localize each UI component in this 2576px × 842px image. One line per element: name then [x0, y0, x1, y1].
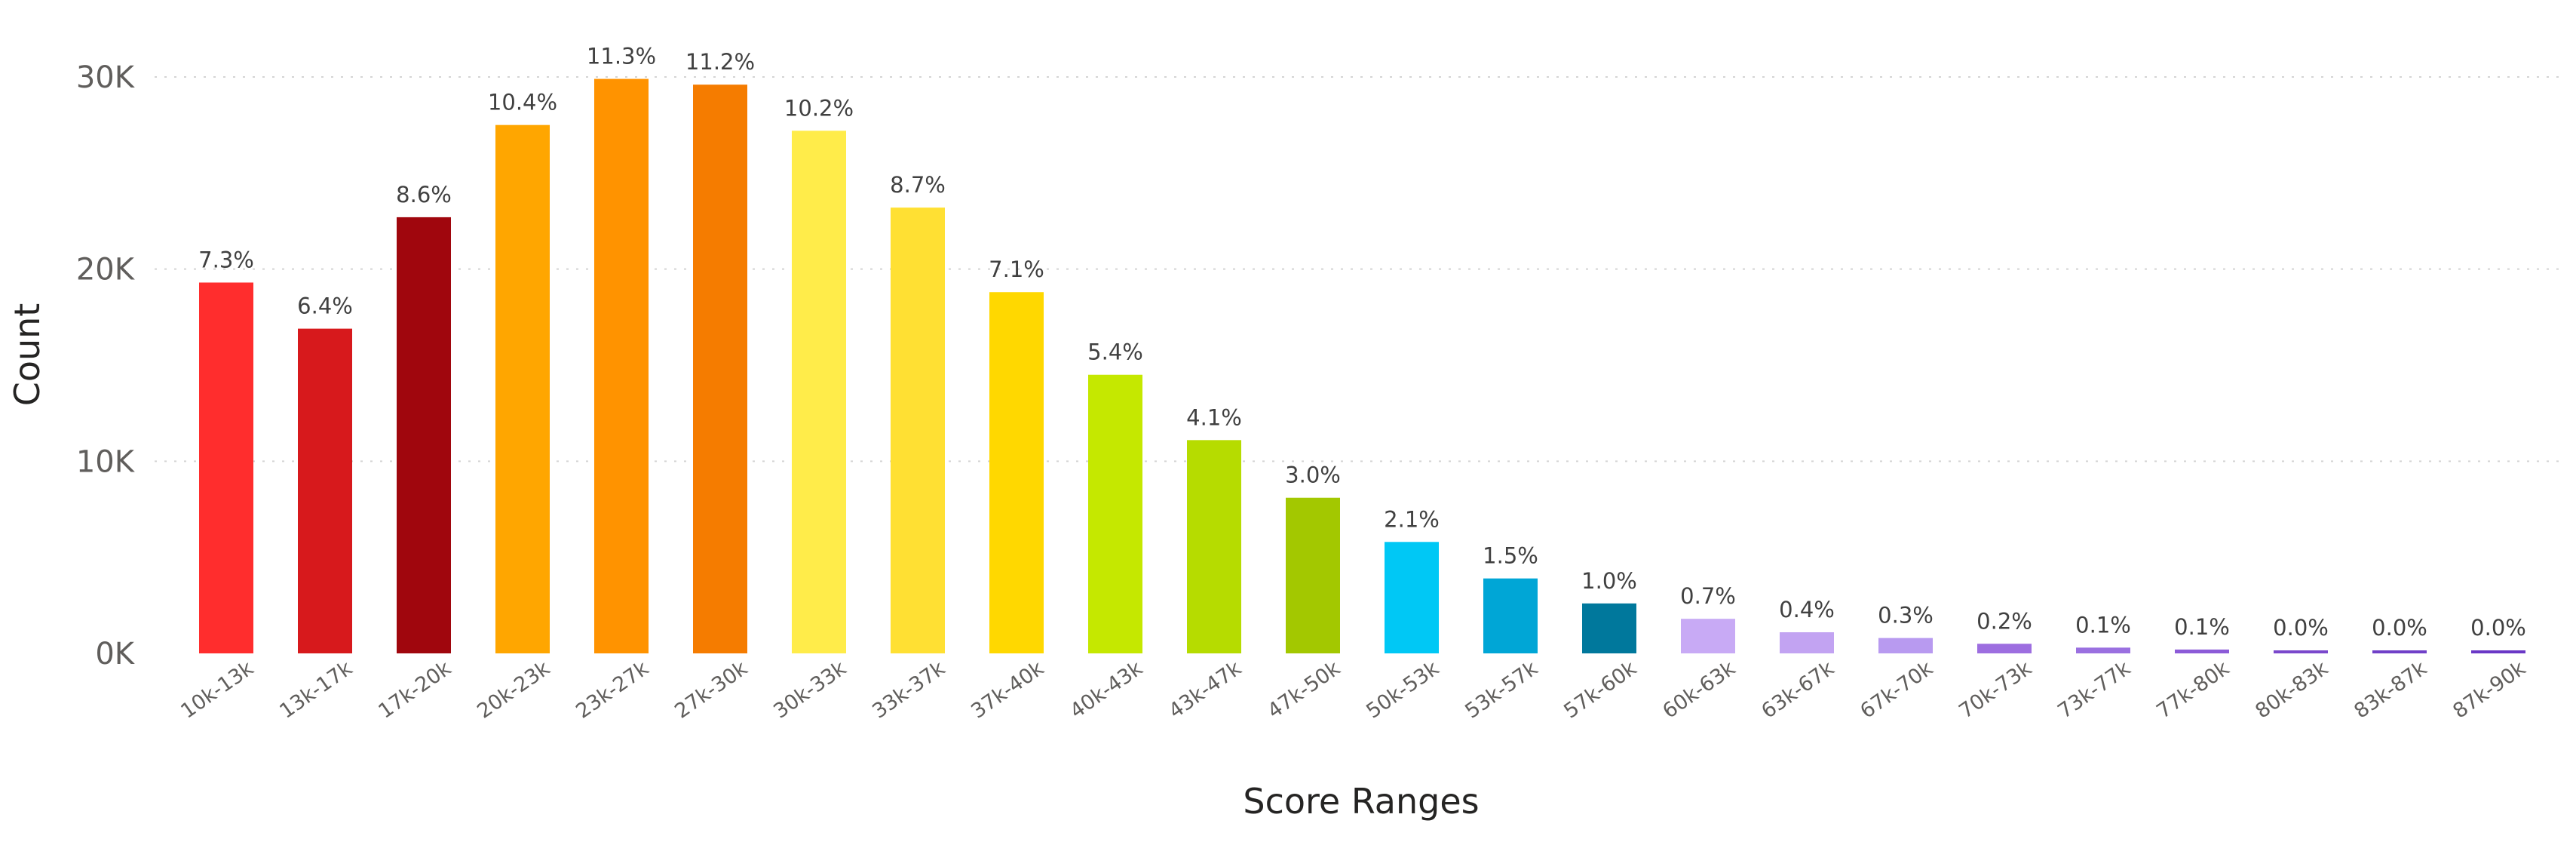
bar[interactable]: [989, 292, 1044, 653]
bar[interactable]: [1187, 440, 1241, 653]
x-tick-label: 17k-20k: [374, 656, 455, 724]
y-tick-label: 10K: [76, 444, 136, 479]
y-axis: 0K 10K 20K 30K: [76, 60, 136, 671]
data-label: 1.5%: [1483, 543, 1538, 569]
bar[interactable]: [1681, 619, 1735, 653]
data-label: 11.3%: [587, 44, 656, 69]
x-axis: 10k-13k 13k-17k 17k-20k 20k-23k 23k-27k 27k-3…: [176, 656, 2530, 724]
data-label: 0.7%: [1680, 583, 1736, 609]
x-tick-label: 70k-73k: [1955, 656, 2036, 724]
x-tick-label: 63k-67k: [1757, 656, 1838, 724]
x-tick-label: 23k-27k: [572, 656, 653, 724]
bars: [199, 78, 2525, 654]
x-tick-label: 77k-80k: [2152, 656, 2234, 724]
data-label: 0.0%: [2470, 615, 2526, 641]
bar[interactable]: [1385, 542, 1439, 653]
x-tick-label: 10k-13k: [176, 656, 258, 724]
bar[interactable]: [298, 328, 352, 653]
x-tick-label: 80k-83k: [2251, 656, 2332, 724]
x-tick-label: 73k-77k: [2053, 656, 2135, 724]
x-tick-label: 87k-90k: [2449, 656, 2530, 724]
data-label: 7.1%: [989, 257, 1044, 282]
data-label: 10.2%: [784, 95, 854, 121]
data-label: 11.2%: [685, 49, 755, 75]
bar[interactable]: [594, 78, 649, 653]
x-tick-label: 50k-53k: [1362, 656, 1443, 724]
x-tick-label: 30k-33k: [769, 656, 851, 724]
x-tick-label: 67k-70k: [1856, 656, 1937, 724]
data-label: 0.1%: [2075, 612, 2131, 638]
data-label: 2.1%: [1384, 506, 1440, 532]
x-tick-label: 47k-50k: [1263, 656, 1345, 724]
bar[interactable]: [1483, 578, 1538, 653]
y-axis-title: Count: [7, 303, 48, 407]
data-label: 6.4%: [297, 293, 353, 319]
bar[interactable]: [199, 282, 253, 653]
data-label: 0.4%: [1779, 597, 1835, 622]
x-tick-label: 20k-23k: [473, 656, 554, 724]
data-label: 8.7%: [890, 172, 946, 198]
y-tick-label: 30K: [76, 60, 136, 95]
y-tick-label: 0K: [95, 637, 135, 671]
bar[interactable]: [1977, 644, 2032, 653]
x-axis-title: Score Ranges: [1243, 781, 1479, 822]
bar[interactable]: [693, 85, 747, 654]
bar[interactable]: [2471, 650, 2525, 653]
x-tick-label: 57k-60k: [1559, 656, 1641, 724]
bar[interactable]: [1878, 638, 1933, 653]
data-label: 1.0%: [1581, 568, 1637, 594]
x-tick-label: 43k-47k: [1164, 656, 1246, 724]
data-label: 0.1%: [2174, 614, 2230, 640]
bar[interactable]: [792, 131, 846, 654]
bar[interactable]: [1582, 603, 1636, 653]
data-label: 0.3%: [1878, 603, 1934, 628]
data-label: 0.0%: [2372, 615, 2427, 641]
data-label: 8.6%: [396, 182, 452, 207]
bar[interactable]: [1780, 632, 1834, 653]
x-tick-label: 40k-43k: [1066, 656, 1147, 724]
x-tick-label: 83k-87k: [2350, 656, 2431, 724]
data-label: 0.0%: [2273, 615, 2329, 641]
data-label: 7.3%: [198, 247, 254, 272]
bar[interactable]: [495, 124, 550, 653]
x-tick-label: 53k-57k: [1461, 656, 1542, 724]
x-tick-label: 33k-37k: [868, 656, 949, 724]
bar[interactable]: [2274, 650, 2328, 653]
data-label: 3.0%: [1285, 462, 1341, 488]
data-label: 10.4%: [488, 90, 557, 115]
data-label: 4.1%: [1186, 404, 1242, 430]
bar[interactable]: [891, 207, 945, 653]
data-label: 0.2%: [1976, 608, 2032, 634]
bar[interactable]: [397, 217, 451, 653]
bar[interactable]: [2076, 647, 2130, 653]
bar[interactable]: [1088, 374, 1142, 653]
bar[interactable]: [2175, 649, 2229, 653]
data-label: 5.4%: [1087, 340, 1143, 365]
data-labels: 7.3% 6.4% 8.6% 10.4% 11.3% 11.2% 10.2% 8.7% 7.1%…: [198, 44, 2526, 641]
x-tick-label: 37k-40k: [967, 656, 1048, 724]
y-tick-label: 20K: [76, 253, 136, 287]
bar[interactable]: [2372, 650, 2427, 653]
x-tick-label: 60k-63k: [1658, 656, 1740, 724]
x-tick-label: 13k-17k: [275, 656, 357, 724]
bar[interactable]: [1286, 497, 1340, 653]
x-tick-label: 27k-30k: [670, 656, 752, 724]
